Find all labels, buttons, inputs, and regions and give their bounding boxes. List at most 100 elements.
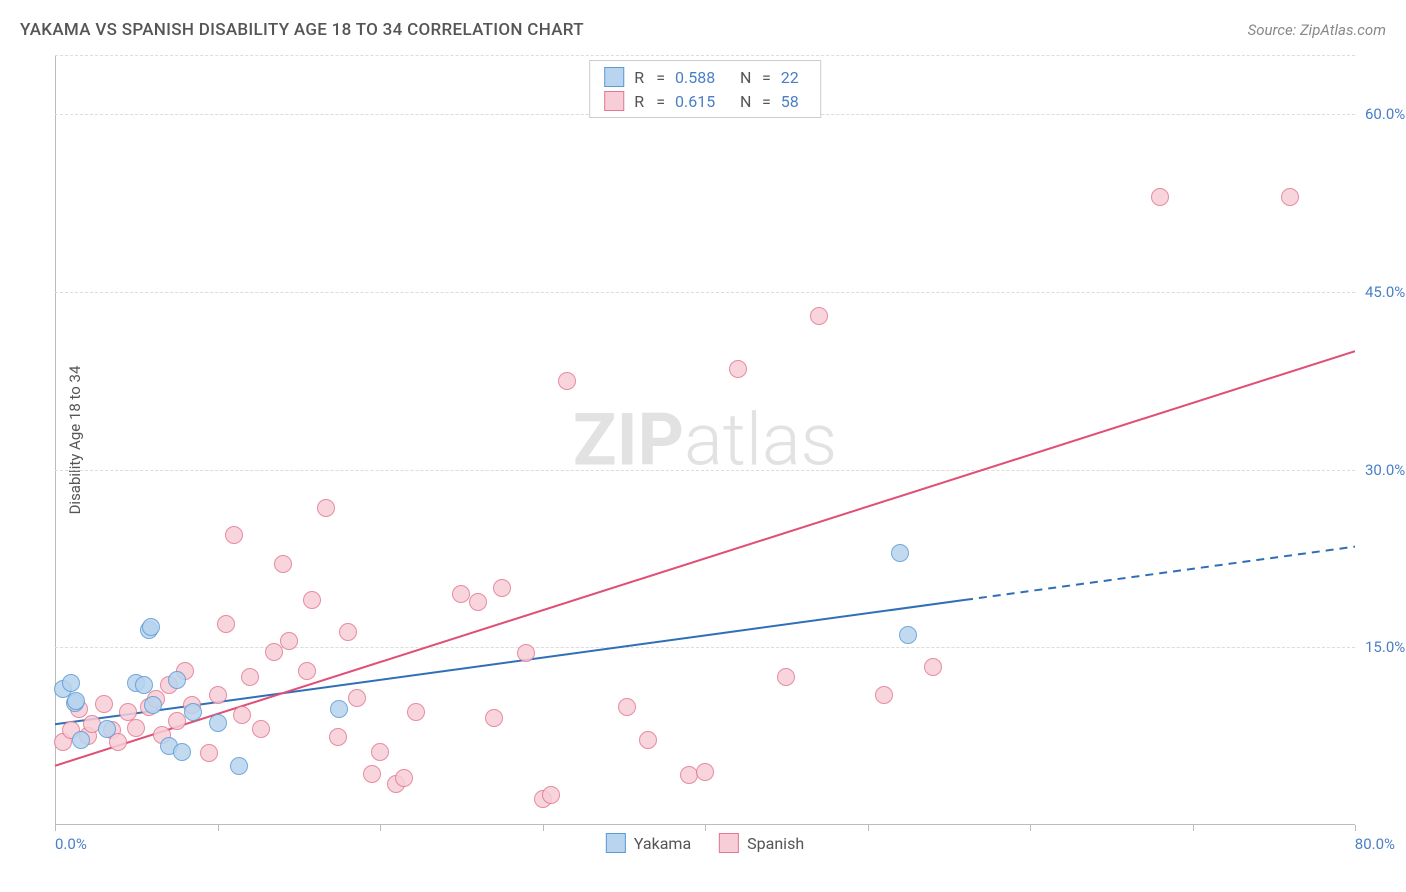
scatter-point (209, 686, 227, 704)
x-tick (380, 825, 381, 831)
trend-line (55, 351, 1355, 766)
gridline (55, 470, 1355, 471)
scatter-point (1281, 188, 1299, 206)
scatter-point (317, 499, 335, 517)
scatter-point (469, 593, 487, 611)
x-tick (868, 825, 869, 831)
x-tick (1355, 825, 1356, 831)
stats-box: R = 0.588 N = 22 R = 0.615 N = 58 (589, 60, 821, 118)
stats-r-label: R (634, 68, 646, 87)
scatter-point (184, 703, 202, 721)
scatter-point (217, 615, 235, 633)
scatter-point (899, 626, 917, 644)
trend-lines (55, 55, 1355, 825)
scatter-point (363, 765, 381, 783)
x-tick (218, 825, 219, 831)
scatter-point (696, 763, 714, 781)
scatter-point (493, 579, 511, 597)
trend-line-dash (965, 547, 1355, 600)
x-tick (705, 825, 706, 831)
x-tick (543, 825, 544, 831)
scatter-point (280, 632, 298, 650)
gridline (55, 647, 1355, 648)
stats-n-value: 58 (781, 92, 806, 111)
scatter-point (144, 696, 162, 714)
scatter-point (173, 743, 191, 761)
scatter-point (452, 585, 470, 603)
scatter-point (517, 644, 535, 662)
scatter-point (558, 372, 576, 390)
y-tick-label: 15.0% (1355, 638, 1405, 656)
plot-area: Disability Age 18 to 34 15.0%30.0%45.0%6… (55, 55, 1355, 825)
scatter-point (303, 591, 321, 609)
scatter-point (639, 731, 657, 749)
x-max-label: 80.0% (1355, 835, 1395, 853)
chart-source: Source: ZipAtlas.com (1248, 21, 1386, 39)
gridline (55, 292, 1355, 293)
scatter-point (542, 786, 560, 804)
scatter-point (241, 668, 259, 686)
scatter-point (680, 766, 698, 784)
chart-header: YAKAMA VS SPANISH DISABILITY AGE 18 TO 3… (20, 20, 1386, 40)
scatter-point (618, 698, 636, 716)
scatter-point (168, 712, 186, 730)
scatter-point (135, 676, 153, 694)
scatter-point (98, 720, 116, 738)
scatter-point (298, 662, 316, 680)
scatter-point (339, 623, 357, 641)
stats-row: R = 0.615 N = 58 (604, 89, 806, 113)
scatter-point (67, 692, 85, 710)
legend-label: Spanish (747, 834, 804, 853)
scatter-point (95, 695, 113, 713)
legend-swatch (719, 833, 739, 853)
scatter-point (371, 743, 389, 761)
stats-row: R=0.588N=22 (604, 65, 806, 89)
y-axis-line (55, 55, 56, 825)
stats-n-label: N (740, 92, 752, 111)
x-tick (1030, 825, 1031, 831)
y-axis-label: Disability Age 18 to 34 (66, 366, 84, 515)
gridline (55, 55, 1355, 56)
scatter-point (200, 744, 218, 762)
stats-eq: = (762, 92, 771, 111)
scatter-point (777, 668, 795, 686)
legend-swatch (604, 67, 624, 87)
legend-swatch (606, 833, 626, 853)
stats-eq: = (656, 68, 665, 87)
y-tick-label: 60.0% (1355, 105, 1405, 123)
legend-item: Yakama (606, 833, 691, 853)
x-min-label: 0.0% (55, 835, 87, 853)
scatter-point (1151, 188, 1169, 206)
scatter-point (230, 757, 248, 775)
chart-title: YAKAMA VS SPANISH DISABILITY AGE 18 TO 3… (20, 20, 584, 40)
scatter-point (127, 719, 145, 737)
scatter-point (168, 671, 186, 689)
scatter-point (407, 703, 425, 721)
scatter-point (62, 674, 80, 692)
scatter-point (810, 307, 828, 325)
scatter-point (225, 526, 243, 544)
y-tick-label: 45.0% (1355, 283, 1405, 301)
stats-r-label: R (634, 92, 646, 111)
scatter-point (274, 555, 292, 573)
stats-n-label: N (740, 68, 752, 87)
stats-r-value: 0.588 (675, 68, 730, 87)
stats-r-value: 0.615 (675, 92, 730, 111)
scatter-point (395, 769, 413, 787)
scatter-point (729, 360, 747, 378)
scatter-point (891, 544, 909, 562)
scatter-point (142, 618, 160, 636)
legend-item: Spanish (719, 833, 804, 853)
scatter-point (233, 706, 251, 724)
stats-eq: = (656, 92, 665, 111)
legend-swatch (604, 91, 624, 111)
scatter-point (330, 700, 348, 718)
scatter-point (875, 686, 893, 704)
x-tick (1193, 825, 1194, 831)
x-tick (55, 825, 56, 831)
scatter-point (72, 731, 90, 749)
legend: Yakama Spanish (606, 833, 804, 853)
scatter-point (209, 714, 227, 732)
scatter-point (348, 689, 366, 707)
stats-n-value: 22 (781, 68, 806, 87)
